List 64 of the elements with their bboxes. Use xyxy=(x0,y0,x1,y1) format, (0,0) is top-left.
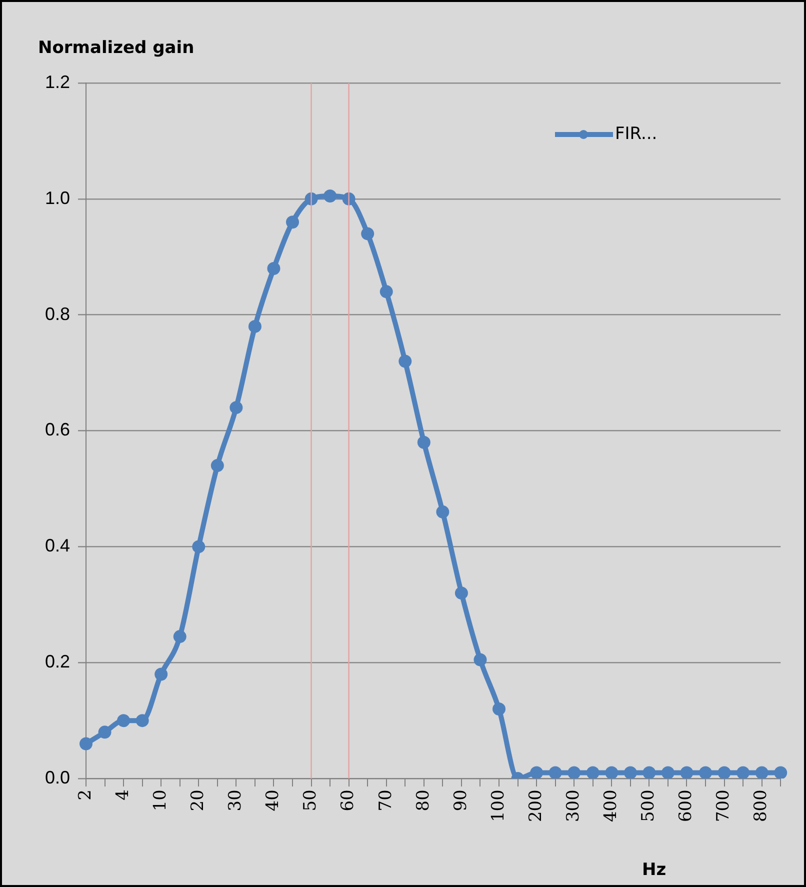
point xyxy=(755,766,768,779)
point xyxy=(80,737,92,750)
point xyxy=(436,505,450,518)
point xyxy=(548,766,562,779)
point xyxy=(417,436,430,449)
point xyxy=(454,586,468,600)
y-tick-label: 0.0 xyxy=(44,768,70,788)
point xyxy=(474,653,487,666)
point xyxy=(736,766,750,779)
point xyxy=(680,766,694,779)
y-tick-label: 0.8 xyxy=(44,304,70,324)
point xyxy=(192,540,206,554)
point xyxy=(230,401,243,414)
y-tick-label: 1.2 xyxy=(44,72,70,92)
y-tick-label: 0.6 xyxy=(44,420,70,440)
point xyxy=(568,766,581,779)
y-tick-label: 1.0 xyxy=(44,188,70,208)
point xyxy=(98,726,112,739)
point xyxy=(361,227,374,240)
x-tick-label: 200 xyxy=(526,790,546,822)
point xyxy=(154,668,168,681)
point xyxy=(699,766,712,779)
x-tick-label: 700 xyxy=(714,790,734,822)
x-tick-label: 10 xyxy=(150,790,171,812)
point xyxy=(661,766,674,779)
x-tick-label: 80 xyxy=(413,790,434,812)
point xyxy=(380,285,393,298)
point xyxy=(642,766,656,779)
x-tick-label: 4 xyxy=(112,790,133,800)
point xyxy=(136,714,149,728)
x-tick-label: 400 xyxy=(601,790,622,822)
y-tick-label: 0.4 xyxy=(44,536,70,556)
x-tick-label: 800 xyxy=(751,790,772,822)
x-tick-label: 90 xyxy=(450,790,471,812)
x-tick-label: 2 xyxy=(75,790,96,800)
legend-label: FIR... xyxy=(615,124,658,144)
point xyxy=(210,459,224,472)
point xyxy=(267,262,280,275)
point xyxy=(286,216,300,229)
point xyxy=(173,630,186,644)
x-tick-label: 500 xyxy=(638,790,659,822)
point xyxy=(718,766,731,779)
point xyxy=(248,320,262,333)
x-axis-title: Hz xyxy=(642,860,666,880)
x-tick-label: 30 xyxy=(226,790,246,812)
point xyxy=(324,190,337,203)
point xyxy=(398,354,412,368)
point xyxy=(774,766,788,779)
y-axis-title: Normalized gain xyxy=(38,38,194,58)
x-tick-label: 300 xyxy=(564,790,584,822)
x-tick-label: 60 xyxy=(338,790,358,812)
point xyxy=(624,766,637,779)
x-tick-label: 100 xyxy=(488,790,508,822)
point xyxy=(586,766,600,779)
y-tick-label: 0.2 xyxy=(44,652,70,672)
x-tick-label: 20 xyxy=(188,790,208,812)
x-tick-label: 600 xyxy=(676,790,696,822)
point xyxy=(605,766,618,779)
x-tick-label: 40 xyxy=(263,790,284,812)
x-tick-label: 50 xyxy=(300,790,321,812)
point xyxy=(492,702,506,716)
x-tick-label: 70 xyxy=(376,790,396,812)
point xyxy=(117,714,130,728)
point xyxy=(530,766,544,779)
